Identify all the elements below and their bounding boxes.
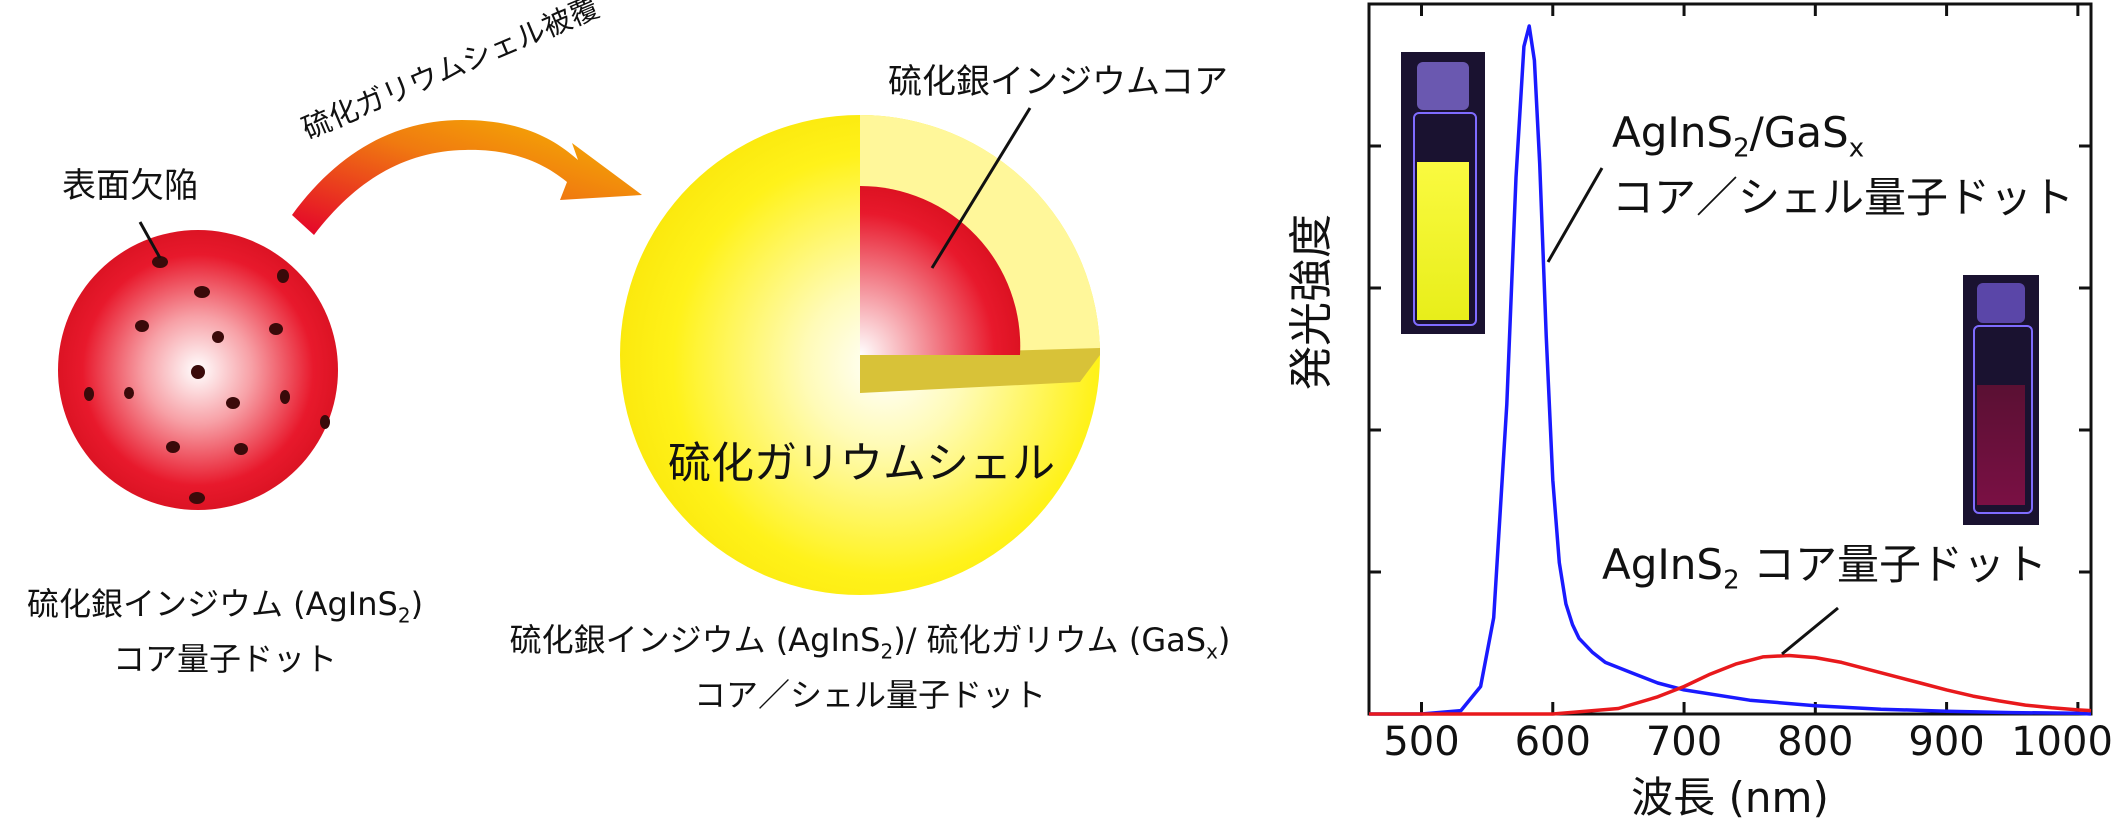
surface-defect-label: 表面欠陥 [62, 166, 198, 206]
x-tick-label-1000: 1000 [2011, 719, 2113, 765]
plot-frame [1367, 2, 2093, 716]
defect-pointer-line [138, 221, 162, 259]
x-axis-label: 波長 (nm) [1631, 773, 1829, 822]
series-line-0 [1369, 24, 2092, 716]
chart-lines [1369, 24, 2092, 716]
x-tick-label-900: 900 [1908, 719, 1985, 765]
x-tick-label-600: 600 [1514, 719, 1591, 765]
y-axis-label: 発光強度 [1286, 214, 1337, 390]
core-vial-photo [1963, 275, 2039, 525]
shell-label: 硫化ガリウムシェル [668, 439, 1055, 489]
core-pointer-line [930, 107, 1032, 269]
blue-annotation-line [1546, 167, 1604, 263]
chart-annotation-lines [1546, 167, 1839, 656]
chart-axes [1367, 2, 2093, 716]
right-caption: 硫化銀インジウム (AgInS2)/ 硫化ガリウム (GaSx) コア／シェル量… [509, 621, 1231, 715]
x-tick-label-500: 500 [1383, 719, 1460, 765]
core-cutaway [860, 185, 1021, 355]
coating-arrow [292, 120, 642, 235]
x-tick-label-800: 800 [1777, 719, 1854, 765]
blue-series-annotation: AgInS2/GaSx コア／シェル量子ドット [1612, 108, 2075, 223]
series-line-1 [1369, 653, 2092, 716]
shell-cut-edge [860, 348, 1100, 393]
red-annotation-line [1781, 606, 1839, 656]
surface-defects [84, 256, 330, 504]
core-shell-vial-photo [1401, 52, 1485, 334]
x-tick-label-700: 700 [1645, 719, 1723, 765]
red-series-annotation: AgInS2 コア量子ドット [1602, 540, 2047, 596]
core-label: 硫化銀インジウムコア [888, 62, 1228, 102]
left-caption: 硫化銀インジウム (AgInS2) コア量子ドット [26, 585, 424, 679]
